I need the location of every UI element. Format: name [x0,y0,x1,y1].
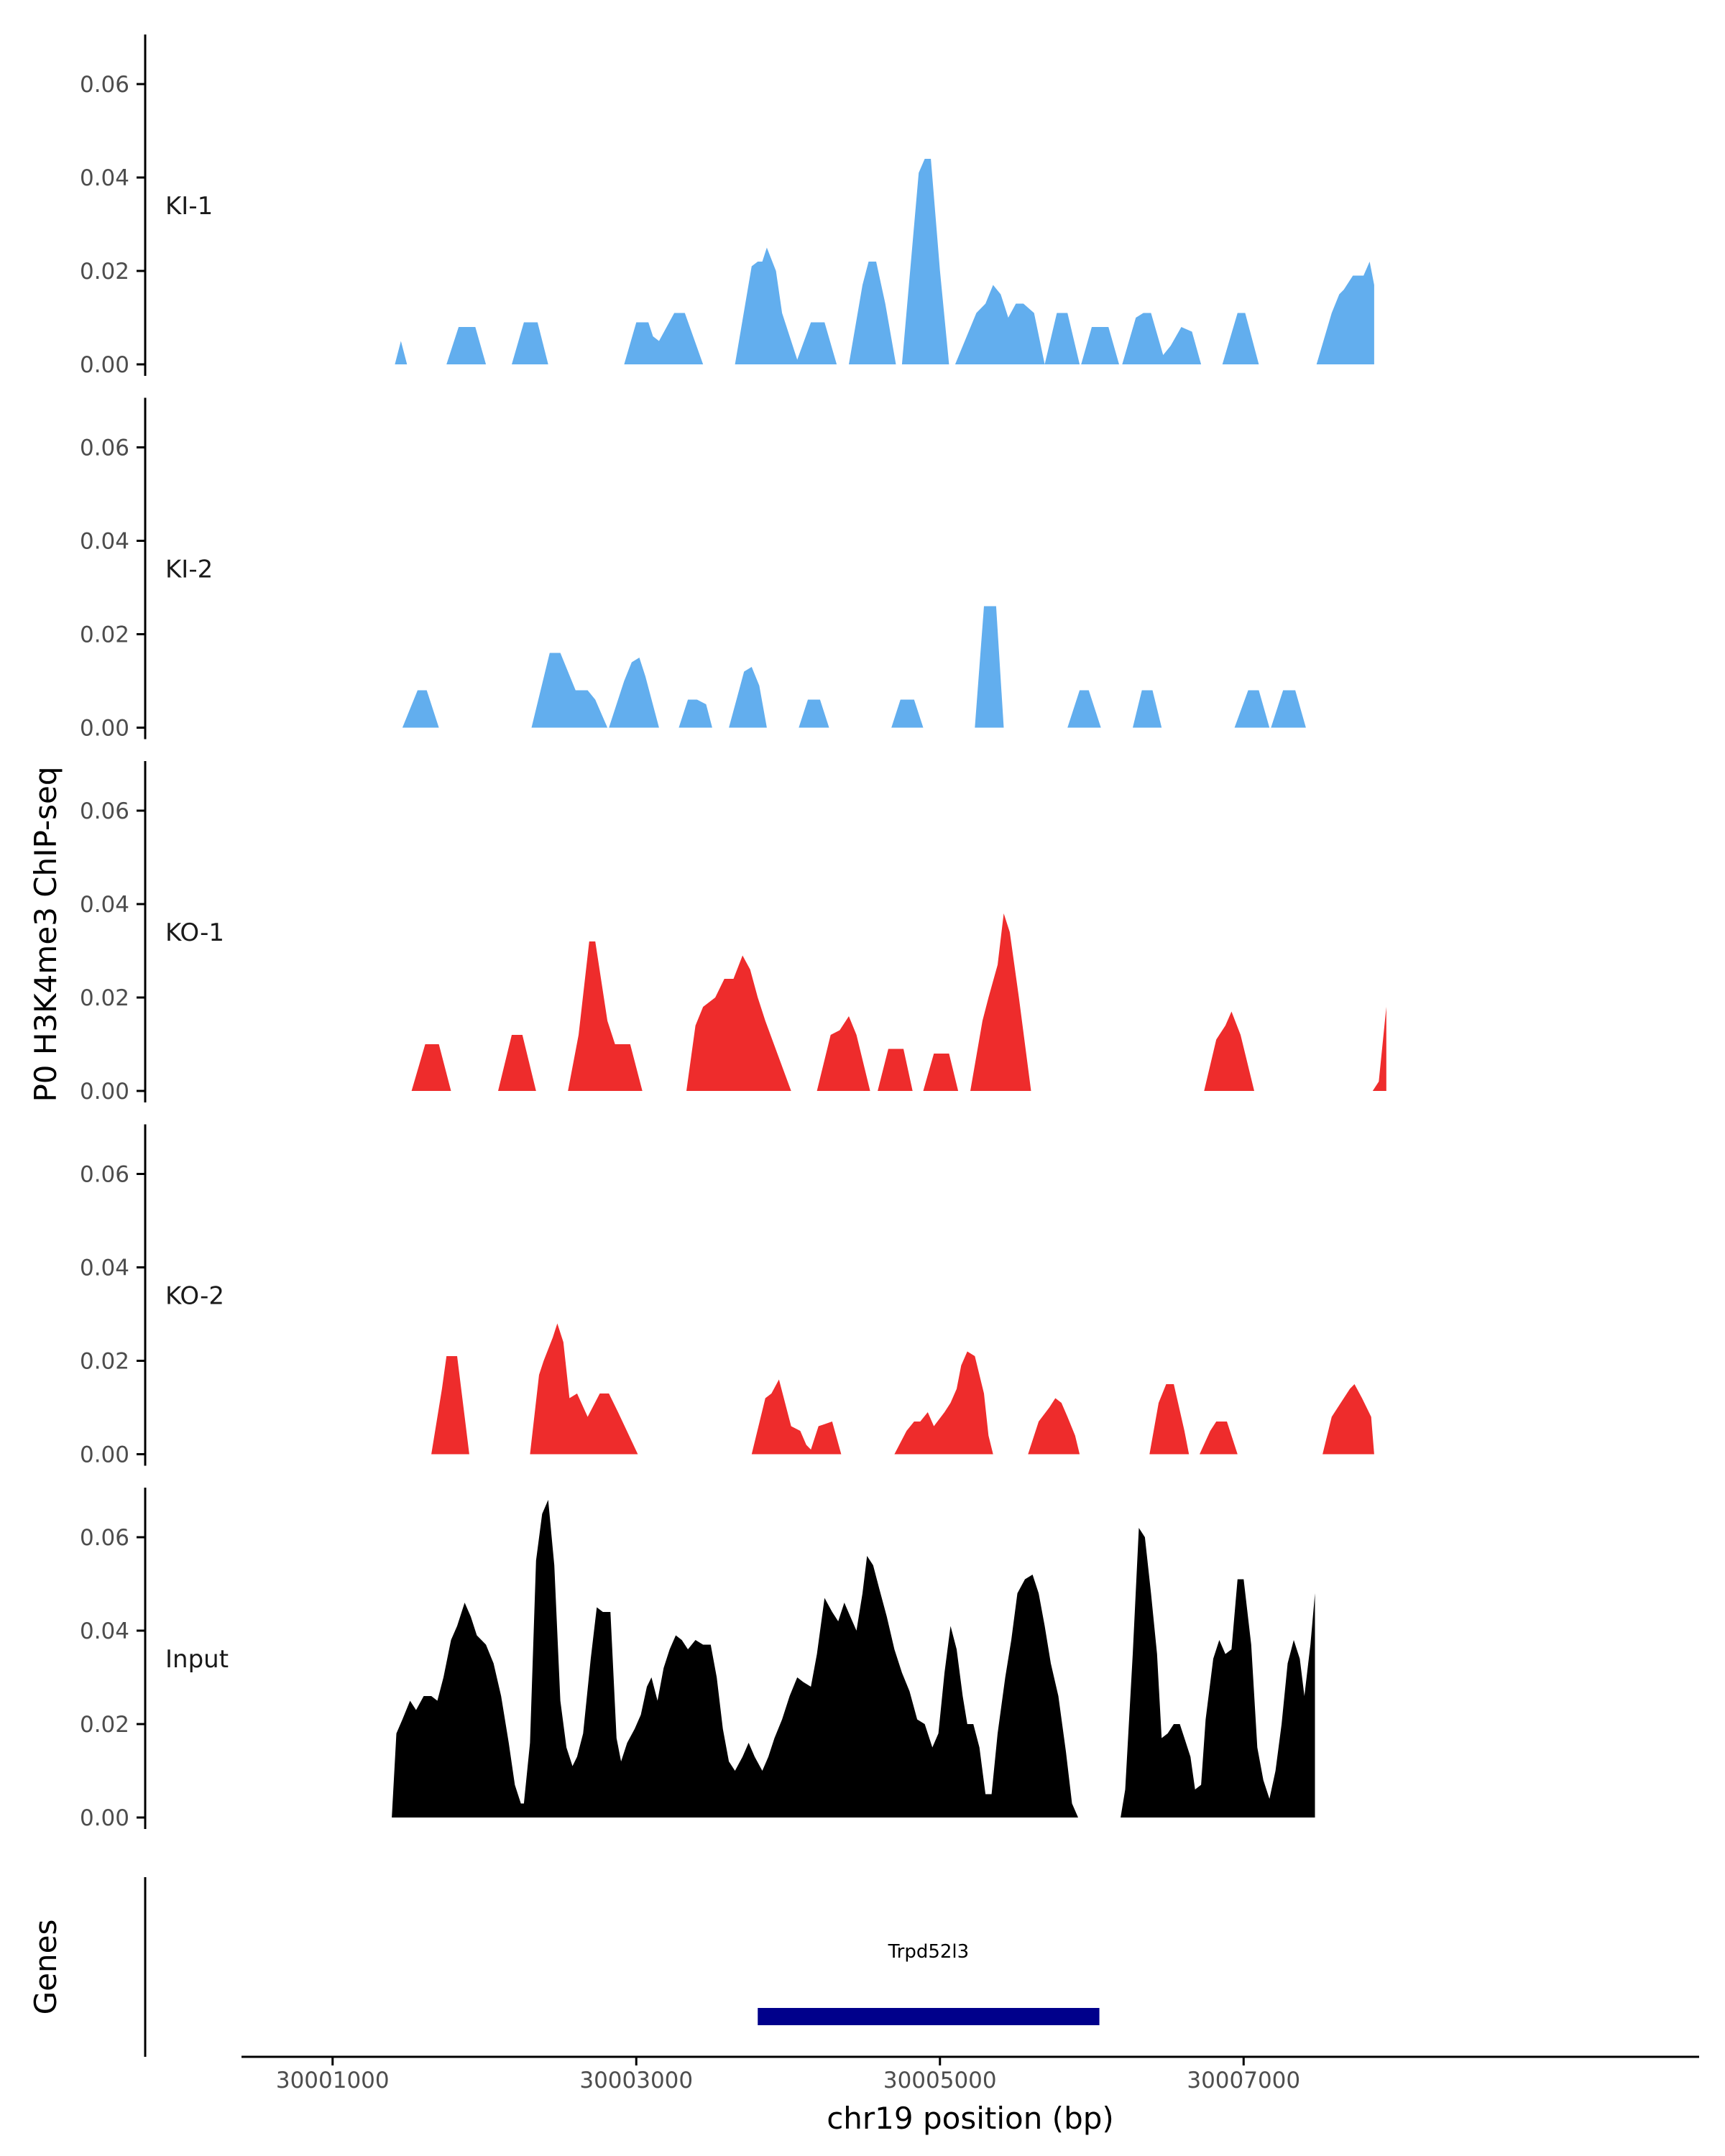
track-ko-1: 0.00 0.02 0.04 0.06 KO-1 [80,761,1386,1105]
track-ki-1: 0.00 0.02 0.04 0.06 KI-1 [80,34,1374,378]
y-tick-label: 0.04 [80,165,129,191]
track-label: KO-2 [165,1282,224,1311]
coverage-peak [1322,1384,1374,1455]
gene-models: Trpd52l3 [758,1941,1100,2025]
y-tick-label: 0.02 [80,1712,129,1738]
gene-track-label: Genes [28,1920,63,2015]
coverage-peak [1028,1398,1080,1455]
coverage-peak [624,313,704,364]
coverage-peak [735,247,837,364]
coverage-peak [411,1044,451,1091]
coverage-peak [1222,313,1259,364]
gene-name-label: Trpd52l3 [888,1941,970,1963]
gene-body [758,2008,1100,2025]
y-tick-label: 0.00 [80,352,129,378]
coverage-peak [498,1035,536,1091]
gene-model: Trpd52l3 [758,1941,1100,2025]
coverage-peak [431,1356,469,1455]
coverage-peak [530,1323,638,1455]
track-ki-2: 0.00 0.02 0.04 0.06 KI-2 [80,397,1306,742]
coverage-peak [402,690,439,728]
x-axis: 30001000 30003000 30005000 30007000 chr19 p… [242,2055,1699,2136]
gene-panel: Genes Trpd52l3 [28,1877,1100,2057]
coverage-peak [395,341,408,364]
x-ticks: 30001000 30003000 30005000 30007000 [276,2057,1300,2093]
y-tick-label: 0.06 [80,1525,129,1551]
y-axis-title: P0 H3K4me3 ChIP-seq [28,766,63,1102]
coverage-peak [1372,1007,1386,1091]
y-tick-label: 0.00 [80,1805,129,1831]
coverage-peak [1271,690,1306,728]
coverage-peak [568,941,643,1091]
coverage-peak [1044,313,1080,364]
y-tick-label: 0.06 [80,1162,129,1188]
x-axis-title: chr19 position (bp) [827,2101,1114,2136]
coverage-peak [1200,1422,1238,1455]
x-tick-label: 30001000 [276,2068,390,2093]
y-tick-label: 0.02 [80,259,129,285]
coverage-peak [446,327,487,364]
coverage-peak [816,1016,870,1091]
y-tick-label: 0.00 [80,716,129,742]
track-label: KO-1 [165,918,224,947]
y-tick-label: 0.06 [80,436,129,461]
y-tick-label: 0.04 [80,1618,129,1644]
y-tick-label: 0.06 [80,72,129,98]
coverage-peak [678,699,712,728]
coverage-peak [1121,1528,1315,1818]
coverage-peak [894,1351,993,1455]
coverage-peak [1067,690,1101,728]
coverage-peak [1149,1384,1190,1455]
coverage-peak [1316,262,1374,364]
y-tick-label: 0.00 [80,1442,129,1468]
track-label: KI-2 [165,556,213,584]
track-label: KI-1 [165,192,213,221]
coverage-peak [392,1500,1078,1818]
track-label: Input [165,1645,229,1674]
coverage-peak [531,653,608,728]
coverage-peak [512,322,548,364]
coverage-peak [901,159,949,364]
y-tick-label: 0.02 [80,622,129,648]
y-tick-label: 0.04 [80,1256,129,1281]
coverage-peak [878,1049,913,1091]
coverage-peak [751,1379,842,1455]
track-ko-2: 0.00 0.02 0.04 0.06 KO-2 [80,1124,1374,1468]
y-tick-label: 0.06 [80,798,129,824]
track-input: 0.00 0.02 0.04 0.06 Input [80,1488,1315,1831]
y-tick-label: 0.00 [80,1079,129,1105]
coverage-peak [609,658,659,728]
coverage-peak [970,913,1031,1091]
coverage-peak [954,285,1045,364]
x-tick-label: 30005000 [883,2068,997,2093]
coverage-peak [1081,327,1119,364]
y-tick-label: 0.02 [80,985,129,1011]
strand-arrow [760,2009,771,2024]
x-tick-label: 30003000 [579,2068,693,2093]
coverage-peak [975,606,1004,728]
track-panels: 0.00 0.02 0.04 0.06 KI-1 0.00 0.02 0.04 0.06 KI-2… [80,34,1386,1831]
coverage-peak [1234,690,1270,728]
coverage-peak [1204,1011,1254,1091]
coverage-peak [891,699,924,728]
coverage-peak [1133,690,1162,728]
coverage-peak [1122,313,1202,364]
coverage-peak [849,262,896,364]
coverage-peak [686,955,791,1091]
x-tick-label: 30007000 [1187,2068,1300,2093]
coverage-peak [729,667,767,728]
y-tick-label: 0.04 [80,892,129,918]
y-tick-label: 0.02 [80,1349,129,1375]
coverage-peak [923,1054,959,1091]
coverage-peak [799,699,829,728]
y-tick-label: 0.04 [80,529,129,555]
